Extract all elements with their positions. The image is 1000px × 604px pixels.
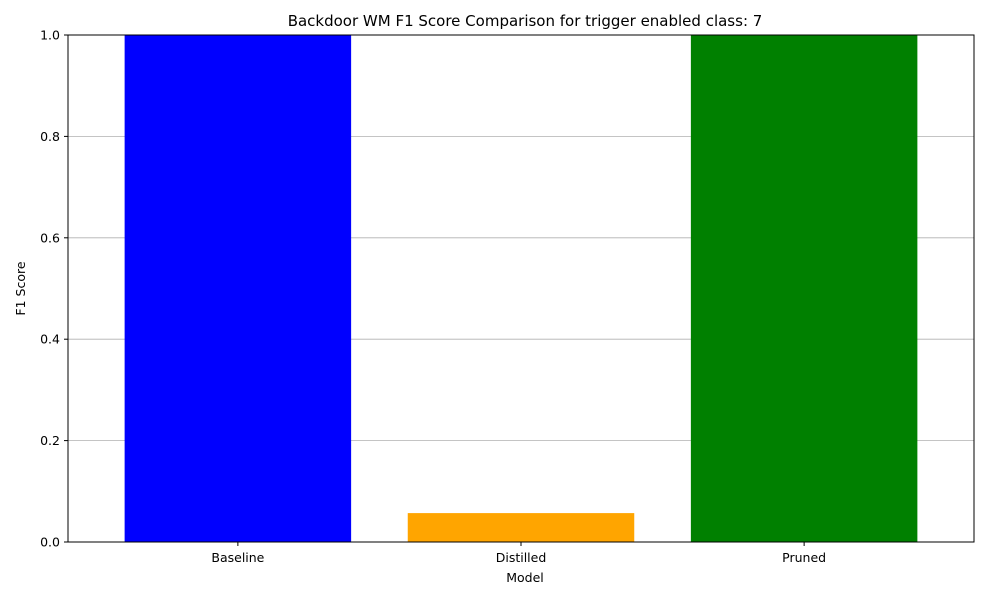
bar-pruned [690, 35, 918, 542]
x-tick-label: Pruned [782, 550, 826, 565]
x-tick-label: Baseline [211, 550, 264, 565]
bar-baseline [124, 35, 352, 542]
x-axis-ticks: Baseline Distilled Pruned [211, 542, 826, 565]
y-axis-label: F1 Score [13, 261, 28, 315]
y-axis-ticks: 0.0 0.2 0.4 0.6 0.8 1.0 [40, 28, 68, 550]
x-tick-label: Distilled [496, 550, 547, 565]
y-tick-label: 0.8 [40, 129, 60, 144]
y-tick-label: 0.0 [40, 535, 60, 550]
y-tick-label: 0.4 [40, 332, 60, 347]
bars [124, 35, 918, 542]
bar-distilled [407, 513, 635, 542]
y-tick-label: 1.0 [40, 28, 60, 43]
y-tick-label: 0.6 [40, 230, 60, 245]
y-tick-label: 0.2 [40, 433, 60, 448]
x-axis-label: Model [506, 570, 544, 585]
chart-title: Backdoor WM F1 Score Comparison for trig… [288, 12, 763, 30]
